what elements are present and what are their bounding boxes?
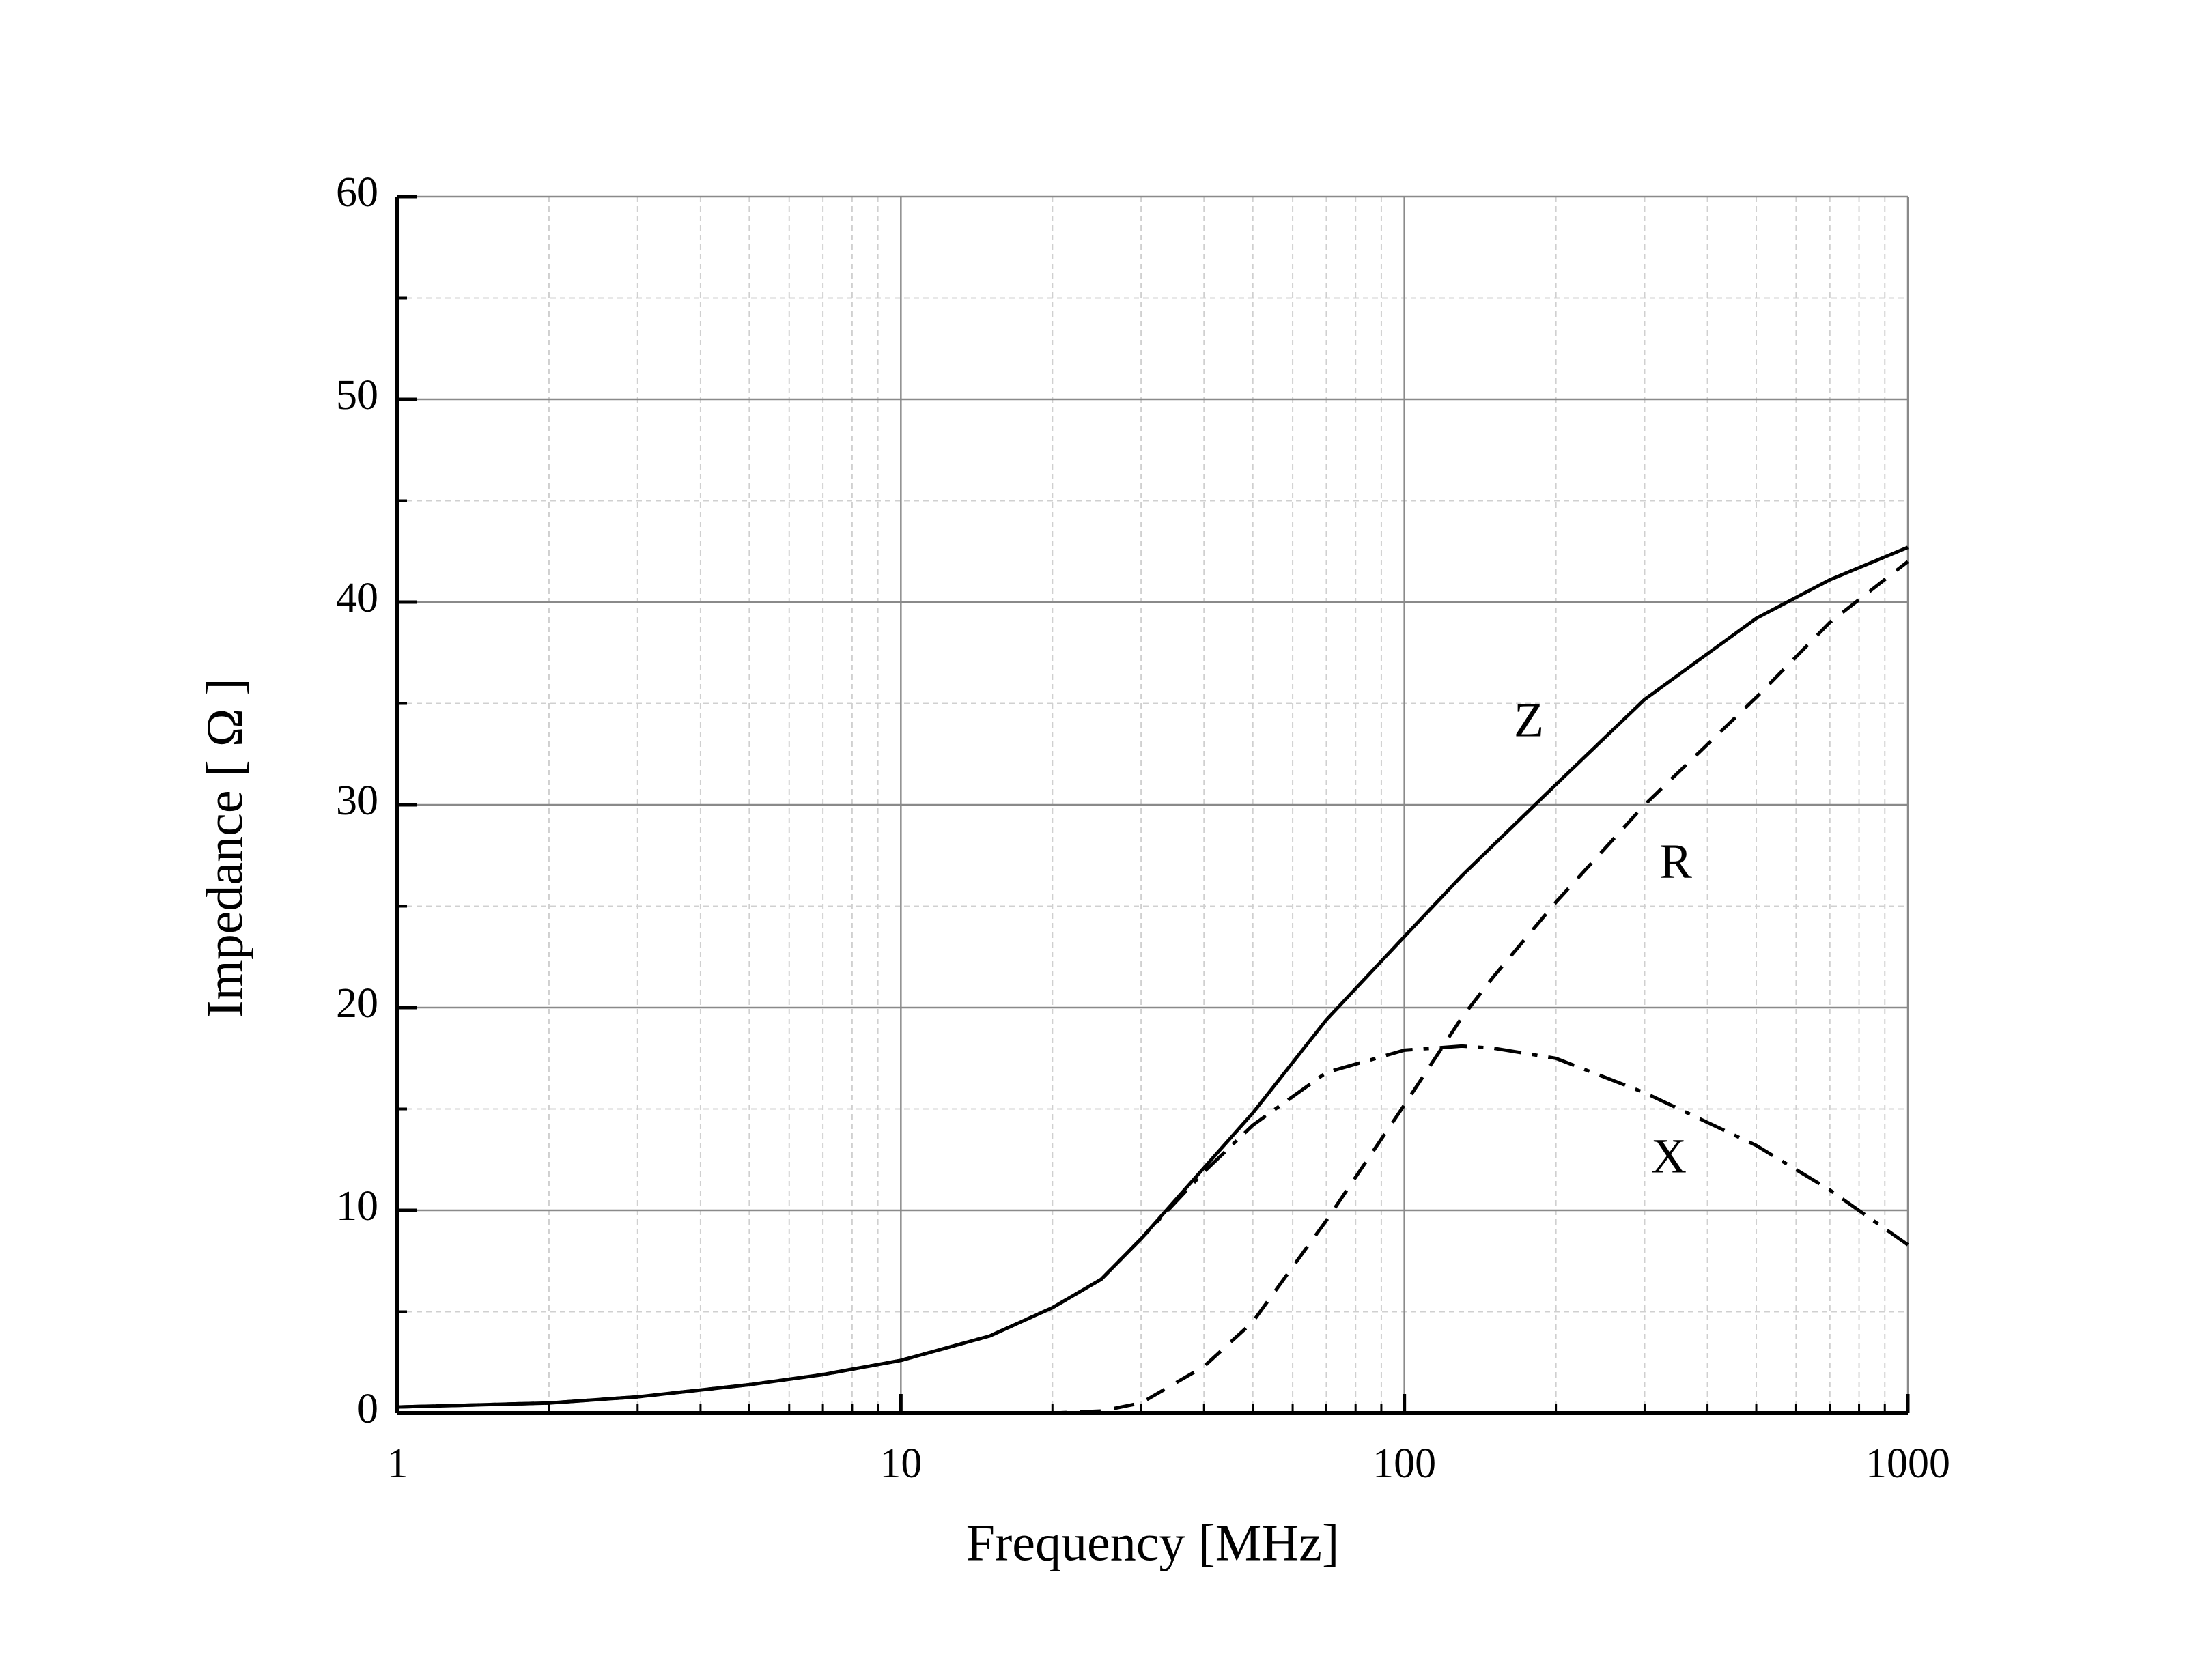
series-line [397,1044,1909,1409]
series-line [397,560,1909,1415]
y-tick-label: 20 [336,980,378,1027]
series-label: R [1659,834,1692,889]
series-label: Z [1514,693,1544,748]
x-tick-label: 1 [387,1440,408,1487]
y-tick-label: 50 [336,372,378,418]
x-tick-label: 1000 [1866,1440,1950,1487]
y-tick-label: 30 [336,778,378,824]
y-axis-title: Impedance [ Ω ] [196,678,253,1017]
series-line [397,545,1909,1409]
x-axis-title: Frequency [MHz] [966,1514,1340,1571]
series-label: X [1651,1129,1687,1184]
x-tick-label: 100 [1372,1440,1436,1487]
y-tick-label: 60 [336,169,378,216]
x-tick-label: 10 [879,1440,922,1487]
y-tick-label: 40 [336,575,378,621]
y-tick-label: 0 [357,1386,378,1432]
y-tick-label: 10 [336,1183,378,1229]
